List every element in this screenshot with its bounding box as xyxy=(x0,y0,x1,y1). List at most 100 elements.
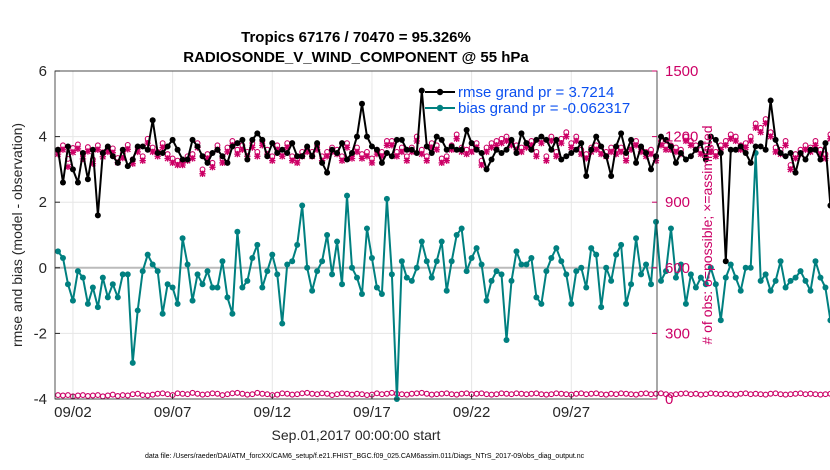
rmse-point xyxy=(418,87,425,94)
bias-point xyxy=(777,258,784,265)
rmse-point xyxy=(64,143,71,150)
rmse-point xyxy=(244,156,251,163)
rmse-point xyxy=(662,136,669,143)
assimilated-obs-marker xyxy=(757,129,764,136)
bias-point xyxy=(563,271,570,278)
assimilated-obs-marker xyxy=(607,148,615,156)
rmse-point xyxy=(548,146,555,153)
assimilated-obs-marker xyxy=(134,148,141,156)
assimilated-obs-marker xyxy=(303,148,311,156)
bias-point xyxy=(463,268,470,275)
assimilated-obs-marker xyxy=(617,148,625,156)
rmse-point xyxy=(812,146,819,153)
assimilated-obs-marker xyxy=(737,146,744,153)
rmse-point xyxy=(184,156,191,163)
assimilated-obs-marker xyxy=(259,142,266,149)
rmse-point xyxy=(643,150,650,156)
bias-point xyxy=(628,281,635,288)
bias-point xyxy=(608,277,615,284)
rmse-point xyxy=(74,179,81,186)
plot-area xyxy=(55,71,657,399)
rmse-point xyxy=(653,153,660,160)
rmse-point xyxy=(792,169,799,176)
assimilated-obs-marker xyxy=(627,146,635,153)
rmse-point xyxy=(219,153,226,160)
assimilated-obs-marker xyxy=(348,155,356,162)
y-left-tick-label: -2 xyxy=(34,325,47,342)
bias-point xyxy=(254,241,261,248)
assimilated-obs-marker xyxy=(428,144,435,151)
rmse-point xyxy=(697,140,704,147)
bias-point xyxy=(289,258,296,265)
assimilated-obs-marker xyxy=(373,150,381,158)
rmse-point xyxy=(498,150,505,156)
rmse-point xyxy=(294,153,301,160)
rmse-point xyxy=(772,136,779,143)
bias-point xyxy=(802,277,809,284)
rmse-point xyxy=(737,143,744,150)
rmse-point xyxy=(508,136,515,143)
bias-point xyxy=(89,284,96,291)
rmse-point xyxy=(468,140,475,147)
assimilated-obs-marker xyxy=(199,170,206,177)
bias-point xyxy=(772,277,779,284)
bias-point xyxy=(154,268,161,275)
assimilated-obs-marker xyxy=(647,150,655,158)
legend-rmse-label: rmse grand pr = 3.7214 xyxy=(458,84,614,101)
bias-point xyxy=(64,281,71,288)
assimilated-obs-marker xyxy=(682,137,690,145)
rmse-point xyxy=(677,150,684,156)
rmse-point xyxy=(224,159,231,166)
assimilated-obs-marker xyxy=(279,153,286,160)
chart-title-line1: Tropics 67176 / 70470 = 95.326% xyxy=(241,29,471,46)
assimilated-obs-marker xyxy=(573,137,580,145)
assimilated-obs-marker xyxy=(174,161,181,169)
y-left-tick-label: 6 xyxy=(39,63,47,80)
assimilated-obs-marker xyxy=(548,137,555,145)
bias-point xyxy=(643,261,650,268)
rmse-point xyxy=(503,146,510,153)
rmse-point xyxy=(209,150,216,156)
assimilated-obs-marker xyxy=(169,159,176,167)
assimilated-obs-marker xyxy=(657,142,665,149)
bias-point xyxy=(553,245,560,252)
rmse-point xyxy=(648,166,655,173)
data-file-footer: data file: /Users/raeder/DAI/ATM_forcXX/… xyxy=(145,453,585,460)
assimilated-obs-marker xyxy=(493,142,500,149)
assimilated-obs-marker xyxy=(104,148,112,156)
assimilated-obs-marker xyxy=(89,160,97,167)
assimilated-obs-marker xyxy=(478,161,485,169)
rmse-point xyxy=(633,159,640,166)
rmse-point xyxy=(109,153,116,160)
assimilated-obs-marker xyxy=(254,153,261,160)
rmse-point xyxy=(119,146,126,153)
bias-point xyxy=(722,274,729,281)
bias-point xyxy=(443,287,450,294)
rmse-point xyxy=(667,143,674,150)
bias-point xyxy=(573,268,580,275)
bias-point xyxy=(299,202,306,209)
rmse-point xyxy=(628,136,635,143)
assimilated-obs-marker xyxy=(597,150,605,158)
rmse-point xyxy=(174,146,181,153)
bias-point xyxy=(638,271,645,278)
rmse-point xyxy=(124,163,131,170)
assimilated-obs-marker xyxy=(533,153,540,160)
assimilated-obs-marker xyxy=(438,159,445,167)
rmse-point xyxy=(588,146,595,153)
bias-point xyxy=(109,281,116,288)
bias-point xyxy=(104,294,111,301)
assimilated-obs-marker xyxy=(772,148,779,156)
assimilated-obs-marker xyxy=(358,155,366,162)
bias-point xyxy=(204,268,211,275)
assimilated-obs-marker xyxy=(338,157,346,164)
rmse-point xyxy=(284,150,291,156)
assimilated-obs-marker xyxy=(523,144,530,151)
assimilated-obs-marker xyxy=(109,149,117,156)
assimilated-obs-marker xyxy=(224,148,231,156)
assimilated-obs-marker xyxy=(543,157,550,164)
bias-point xyxy=(657,277,664,284)
rmse-point xyxy=(707,133,714,140)
series-layer xyxy=(54,87,830,402)
assimilated-obs-marker xyxy=(209,164,216,171)
